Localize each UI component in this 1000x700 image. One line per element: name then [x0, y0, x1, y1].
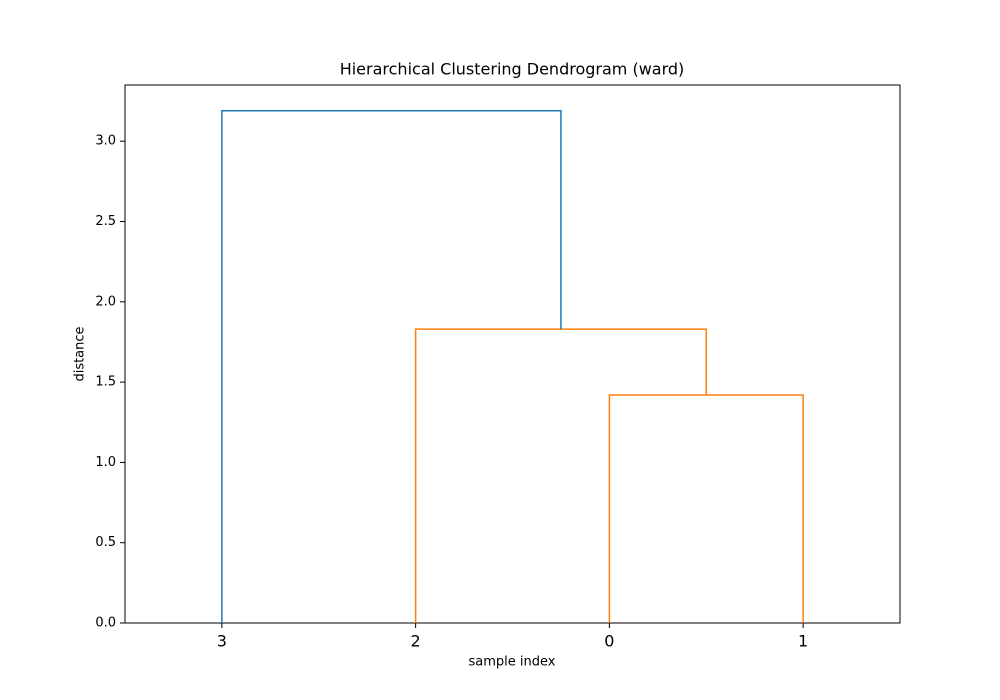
chart-title: Hierarchical Clustering Dendrogram (ward… [340, 60, 685, 79]
y-tick-label: 0.5 [95, 535, 116, 550]
x-axis-label: sample index [469, 655, 556, 670]
y-axis-label: distance [73, 326, 88, 381]
y-tick-label: 0.0 [95, 616, 116, 631]
y-tick-label: 2.0 [95, 294, 116, 309]
dendrogram-link [221, 109, 562, 623]
x-tick-label: 2 [411, 632, 421, 651]
x-tick-label: 0 [604, 632, 614, 651]
x-tick-label: 3 [217, 632, 227, 651]
y-tick-label: 1.0 [95, 455, 116, 470]
y-tick-label: 2.5 [95, 214, 116, 229]
x-tick-label: 1 [798, 632, 808, 651]
y-tick-label: 3.0 [95, 134, 116, 149]
y-tick-label: 1.5 [95, 375, 116, 390]
plot-frame [124, 84, 901, 624]
